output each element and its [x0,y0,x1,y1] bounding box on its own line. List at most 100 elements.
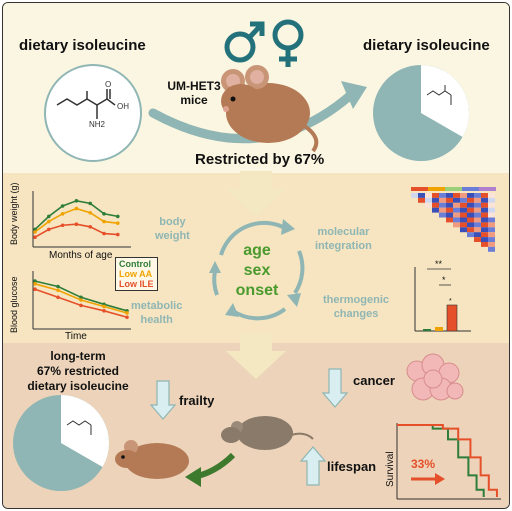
heatmap-cell [467,212,474,218]
heatmap-cell [474,227,481,233]
heatmap-cell [439,197,446,203]
strain-label: UM-HET3 mice [167,79,221,107]
heatmap-cell [460,212,467,218]
trend-point [74,206,79,211]
glucose-xlabel: Time [65,331,87,342]
legend-control: Control [119,259,151,269]
swoosh-arrowhead-icon [341,81,367,109]
heatmap-cell [474,197,481,203]
trend-point [102,309,106,313]
trend-point [116,221,120,225]
heatmap-cell [446,207,453,213]
heatmap-cell [418,197,425,203]
heatmap-cell [453,197,460,203]
heatmap-cell [453,217,460,223]
survival-ylabel: Survival [385,451,396,487]
heatmap-cell [488,246,495,252]
trend-point [88,225,92,229]
trend-point [47,214,51,219]
center-factors: age sex onset [235,242,279,299]
heatmap-cell [467,202,474,208]
heatmap-cell [474,237,481,242]
heatmap-cell [453,212,460,218]
trend-point [33,279,37,283]
heatmap-cell [432,202,439,208]
trend-point [102,219,106,224]
trend-point [88,210,92,215]
blood-glucose-chart [32,271,131,330]
sig-single: * [442,275,446,285]
heatmap-cell [439,193,446,198]
trend-point [56,288,60,293]
heatmap-cell [467,193,474,198]
cycle-arrows-icon [209,219,305,321]
heatmap-cell [418,193,425,198]
right-title: dietary isoleucine [363,37,490,54]
heatmap-cell [474,232,481,238]
trend-point [56,295,60,300]
thermogenic-bar-chart: ** * * [414,259,471,332]
trend-line-2 [34,288,128,319]
legend-low-ile: Low ILE [119,279,154,289]
down-arrow-icon [226,171,286,217]
heatmap-cell [481,212,488,218]
heatmap-cell [453,207,460,213]
heatmap-cell [488,237,495,242]
heatmap-cell [488,212,495,218]
trend-point [33,235,37,239]
trend-point [33,230,37,234]
heatmap-cell [453,202,460,208]
survival-control-line [397,424,485,497]
heatmap-cell [446,212,453,218]
heatmap-cell [488,232,495,238]
heatmap-cell [425,202,432,208]
survival-percent: 33% [411,457,436,471]
trend-point [74,199,79,203]
heatmap-cell [467,227,474,233]
heatmap-cell [467,207,474,213]
heatmap-cell [474,212,481,218]
heatmap-cell [460,207,467,213]
molecule-oh: OH [117,102,129,111]
heatmap-cell [425,197,432,203]
heatmap-cell [488,217,495,223]
survival-chart [396,423,501,500]
heatmap-cell [453,222,460,228]
heatmap-cell [481,207,488,213]
tumor-cells-icon [406,353,464,401]
heatmap-cell [481,217,488,223]
heatmap-cell [460,197,467,203]
isoleucine-molecule-icon: OH O NH2 [44,64,142,162]
trend-point [47,219,51,224]
body-weight-xlabel: Months of age [49,250,113,261]
metabolic-label: metabolic health [131,300,183,326]
heatmap-cell [481,227,488,233]
heatmap-cell [460,227,467,233]
heatmap-cell [467,197,474,203]
body-weight-label: body weight [155,216,190,242]
trend-point [60,212,65,216]
heatmap-cell [488,227,495,233]
heatmap-cell [460,202,467,208]
heatmap-cell [488,242,495,247]
restricted-pie-bottom-icon [13,395,110,491]
heatmap-cell [432,197,439,203]
trend-point [47,227,51,232]
heatmap-cell [474,217,481,223]
trend-point [60,204,65,208]
restricted-pie-icon [373,64,470,161]
molecule-o: O [105,80,111,89]
heatmap-cell [460,217,467,223]
lifespan-label: lifespan [327,459,377,474]
heatmap-cell [488,197,495,203]
heatmap-cell [460,193,467,198]
heatmap-cell [474,202,481,208]
heatmap-cell [425,193,432,198]
heatmap-cell [446,193,453,198]
glucose-ylabel: Blood glucose [9,276,19,333]
heatmap-cell [467,217,474,223]
sex-symbols-icon [224,19,304,67]
sig-double: ** [435,259,443,269]
heatmap-cell [474,193,481,198]
